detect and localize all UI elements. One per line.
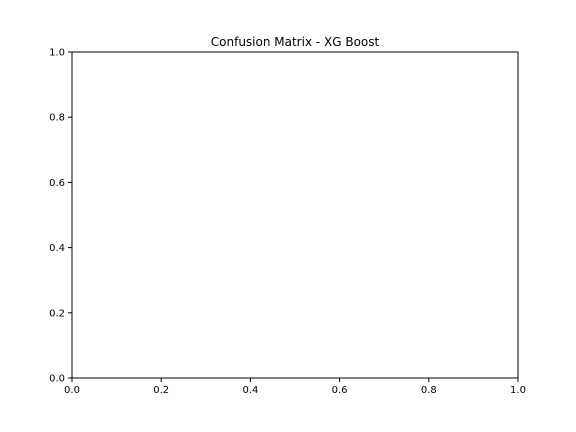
y-tick-label: 1.0 (49, 48, 65, 59)
y-tick-label: 0.6 (49, 178, 65, 189)
y-tick-label: 0.4 (49, 243, 65, 254)
x-tick-label: 0.6 (332, 385, 348, 396)
x-tick-label: 0.0 (64, 385, 80, 396)
y-tick-label: 0.8 (49, 113, 65, 124)
x-axis: 0.0 0.2 0.4 0.6 0.8 1.0 (64, 378, 526, 396)
x-tick-label: 0.4 (242, 385, 258, 396)
y-tick-label: 0.0 (49, 374, 65, 385)
x-tick-label: 1.0 (510, 385, 526, 396)
axes-frame (71, 51, 519, 379)
x-tick-label: 0.2 (153, 385, 169, 396)
y-axis: 0.0 0.2 0.4 0.6 0.8 1.0 (49, 48, 72, 385)
chart-title: Confusion Matrix - XG Boost (211, 35, 380, 49)
y-tick-label: 0.2 (49, 308, 65, 319)
x-tick-label: 0.8 (421, 385, 437, 396)
